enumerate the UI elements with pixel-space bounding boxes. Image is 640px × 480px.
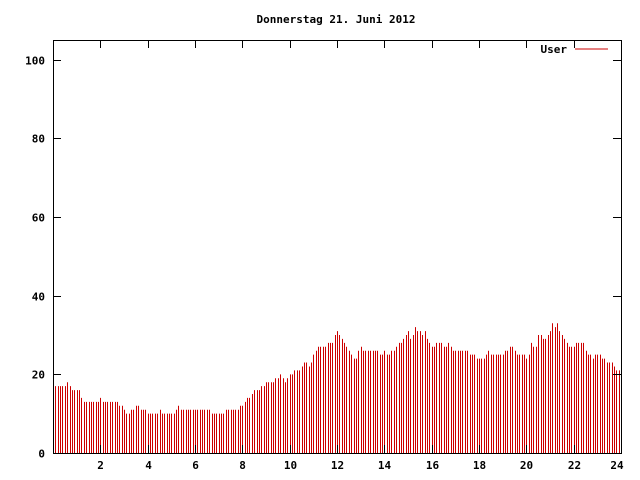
x-tick-label: 12 bbox=[331, 459, 344, 472]
x-tick-label: 22 bbox=[568, 459, 581, 472]
y-tick-label: 60 bbox=[32, 212, 45, 225]
x-tick-label: 2 bbox=[97, 459, 104, 472]
x-tick-label: 24 bbox=[610, 459, 624, 472]
y-tick-label: 80 bbox=[32, 133, 45, 146]
x-tick-label: 20 bbox=[520, 459, 533, 472]
bar-series-user bbox=[53, 323, 622, 453]
y-tick-label: 0 bbox=[38, 448, 45, 461]
x-tick-label: 18 bbox=[473, 459, 486, 472]
y-tick-label: 20 bbox=[32, 369, 45, 382]
y-tick-label: 40 bbox=[32, 291, 45, 304]
x-tick-label: 6 bbox=[192, 459, 199, 472]
legend-label-user: User bbox=[541, 43, 568, 56]
x-tick-label: 14 bbox=[378, 459, 392, 472]
x-tick-label: 4 bbox=[145, 459, 152, 472]
x-tick-label: 10 bbox=[284, 459, 297, 472]
x-tick-label: 8 bbox=[239, 459, 246, 472]
legend: User bbox=[541, 43, 608, 56]
x-tick-label: 16 bbox=[426, 459, 440, 472]
chart-title: Donnerstag 21. Juni 2012 bbox=[257, 13, 416, 26]
y-tick-label: 100 bbox=[25, 55, 45, 68]
